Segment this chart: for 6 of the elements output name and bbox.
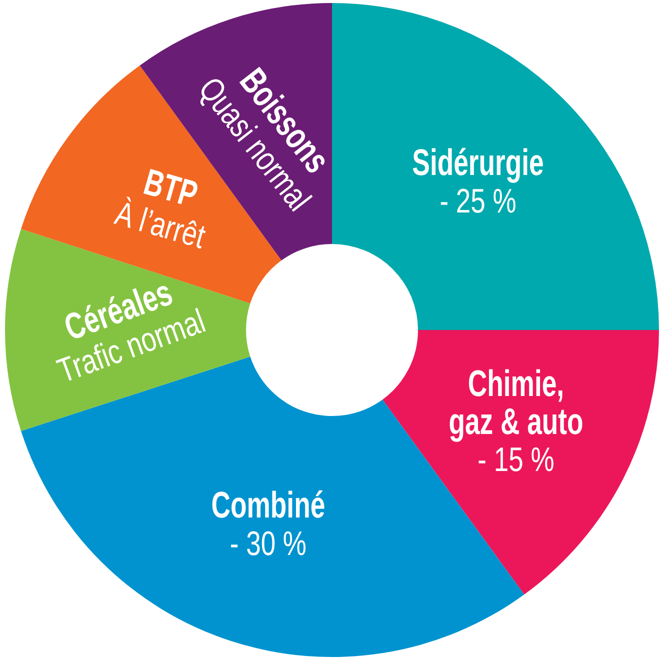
text: - 15 %	[478, 441, 554, 479]
slice-label: Chimie, gaz & auto	[448, 362, 584, 442]
text: - 25 %	[440, 182, 516, 220]
slice-label: Combiné	[211, 484, 326, 526]
text: - 30 %	[230, 524, 307, 563]
slice-label: Sidérurgie	[412, 142, 544, 184]
